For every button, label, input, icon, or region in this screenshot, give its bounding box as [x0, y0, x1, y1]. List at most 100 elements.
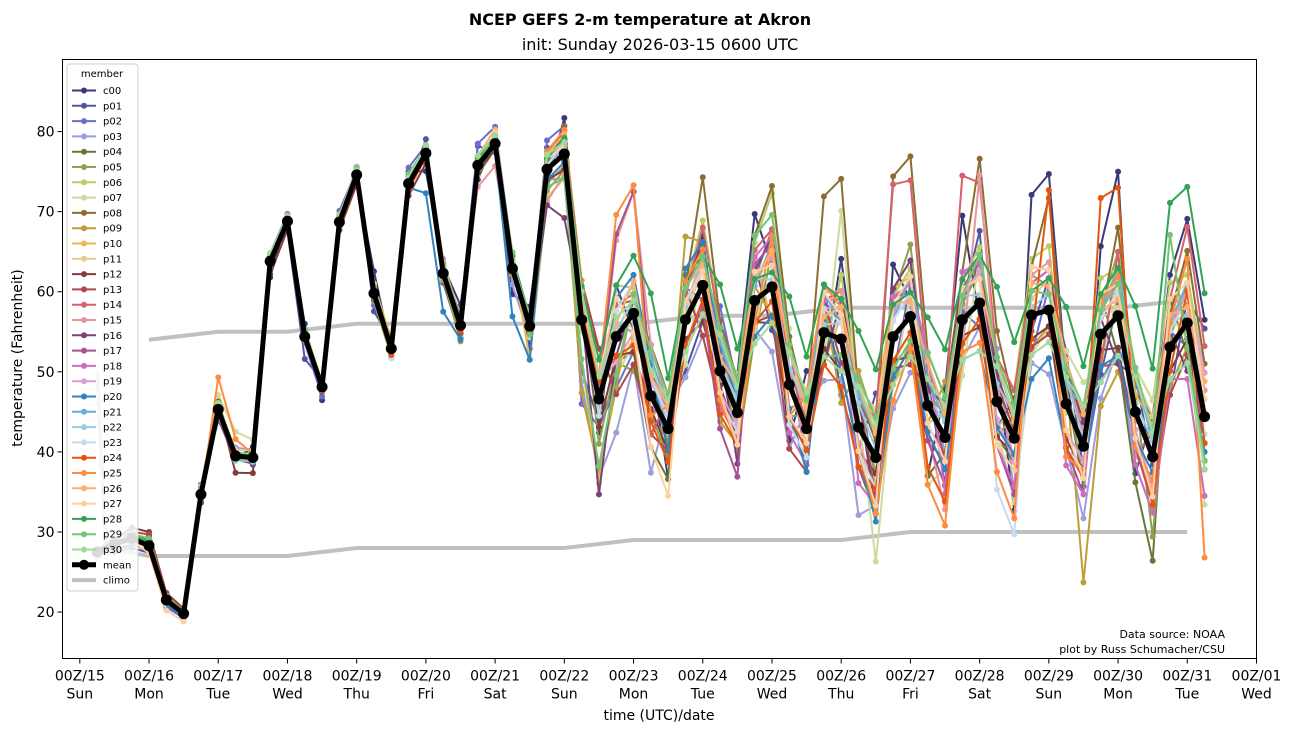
point-p05-29	[595, 440, 602, 447]
point-p28-31	[630, 252, 637, 259]
point-p29-34	[682, 284, 689, 291]
plot-area	[91, 114, 1211, 625]
mean-point-30	[610, 331, 622, 343]
legend-label: p18	[103, 361, 122, 372]
point-c00-43	[838, 255, 845, 262]
point-p28-46	[890, 301, 897, 308]
point-p03-58	[1097, 395, 1104, 402]
legend-label: p20	[103, 392, 122, 403]
point-p16-29	[595, 491, 602, 498]
legend-swatch-marker	[81, 225, 87, 232]
point-p28-32	[647, 290, 654, 297]
point-p24-32	[647, 418, 654, 425]
legend-label: mean	[103, 560, 131, 571]
x-tick-day-label: Wed	[757, 687, 788, 703]
point-p15-51	[976, 171, 983, 178]
point-p24-41	[803, 447, 810, 454]
point-p26-63	[1184, 303, 1191, 310]
point-p07-34	[682, 361, 689, 368]
legend-swatch-marker	[81, 209, 87, 216]
point-p20-31	[630, 271, 637, 278]
legend-swatch-marker	[81, 148, 87, 155]
point-p26-42	[820, 313, 827, 320]
point-p30-51	[976, 347, 983, 354]
point-p28-48	[924, 314, 931, 321]
mean-point-10	[264, 255, 276, 267]
point-p25-52	[993, 468, 1000, 475]
y-tick-label: 40	[37, 445, 55, 461]
point-p09-44	[855, 368, 862, 375]
point-p29-45	[872, 414, 879, 421]
legend-item-p26: p26	[72, 484, 122, 495]
mean-point-28	[576, 314, 588, 326]
mean-point-15	[351, 169, 363, 181]
legend-item-climo: climo	[72, 576, 130, 587]
mean-point-41	[801, 423, 813, 435]
point-p03-47	[907, 369, 914, 376]
point-p28-41	[803, 353, 810, 360]
point-p27-51	[976, 275, 983, 282]
legend-item-p24: p24	[72, 453, 122, 464]
legend-item-p09: p09	[72, 224, 122, 235]
climo-high-line	[148, 297, 1188, 342]
legend-label: p02	[103, 117, 122, 128]
legend-label: p01	[103, 101, 122, 112]
point-p27-55	[1045, 267, 1052, 274]
legend-label: p17	[103, 346, 122, 357]
point-p16-47	[907, 257, 914, 264]
point-p25-47	[907, 345, 914, 352]
point-p25-48	[924, 481, 931, 488]
legend-label: p30	[103, 545, 122, 556]
mean-point-62	[1164, 341, 1176, 353]
point-p30-56	[1063, 374, 1070, 381]
mean-point-8	[230, 450, 242, 462]
point-p26-47	[907, 297, 914, 304]
legend-swatch-marker	[81, 255, 87, 262]
mean-point-25	[524, 320, 536, 332]
legend-label: p25	[103, 469, 122, 480]
mean-point-37	[731, 407, 743, 419]
mean-point-60	[1129, 406, 1141, 418]
legend-swatch-marker	[81, 317, 87, 323]
point-p18-61	[1149, 509, 1156, 516]
legend-item-p22: p22	[72, 423, 122, 434]
x-tick-label: 00Z/31	[1162, 669, 1212, 685]
point-p20-58	[1097, 363, 1104, 370]
point-p30-54	[1028, 351, 1035, 358]
point-p24-42	[820, 361, 827, 368]
mean-point-42	[818, 327, 830, 339]
mean-point-31	[628, 307, 640, 319]
point-c00-62	[1166, 271, 1173, 278]
point-p03-57	[1080, 515, 1087, 522]
mean-point-51	[974, 297, 986, 309]
point-p30-55	[1045, 339, 1052, 346]
legend-box	[66, 63, 139, 592]
point-p28-37	[734, 345, 741, 352]
mean-point-57	[1077, 440, 1089, 452]
series-mean	[91, 138, 1211, 620]
point-p30-46	[890, 381, 897, 388]
point-p27-53	[1011, 467, 1018, 474]
mean-point-18	[403, 178, 415, 190]
mean-point-55	[1043, 304, 1055, 316]
mean-point-3	[143, 540, 155, 552]
point-p30-19	[422, 142, 429, 149]
point-p29-3	[146, 535, 153, 542]
point-p30-45	[872, 422, 879, 429]
x-tick-day-label: Fri	[418, 687, 435, 703]
point-p30-32	[647, 367, 654, 374]
legend-item-p07: p07	[72, 193, 122, 204]
point-p24-43	[838, 384, 845, 391]
legend-swatch-marker	[81, 240, 87, 247]
point-p29-46	[890, 365, 897, 372]
legend-label: p14	[103, 300, 122, 311]
point-p27-38	[751, 268, 758, 275]
point-p27-48	[924, 420, 931, 427]
y-axis-label: temperature (Fahrenheit)	[10, 269, 26, 446]
plot-frame	[62, 59, 1257, 659]
point-p14-50	[959, 172, 966, 179]
point-p20-21	[457, 336, 464, 343]
point-p29-51	[976, 251, 983, 258]
point-p25-39	[768, 233, 775, 240]
point-p30-41	[803, 389, 810, 396]
